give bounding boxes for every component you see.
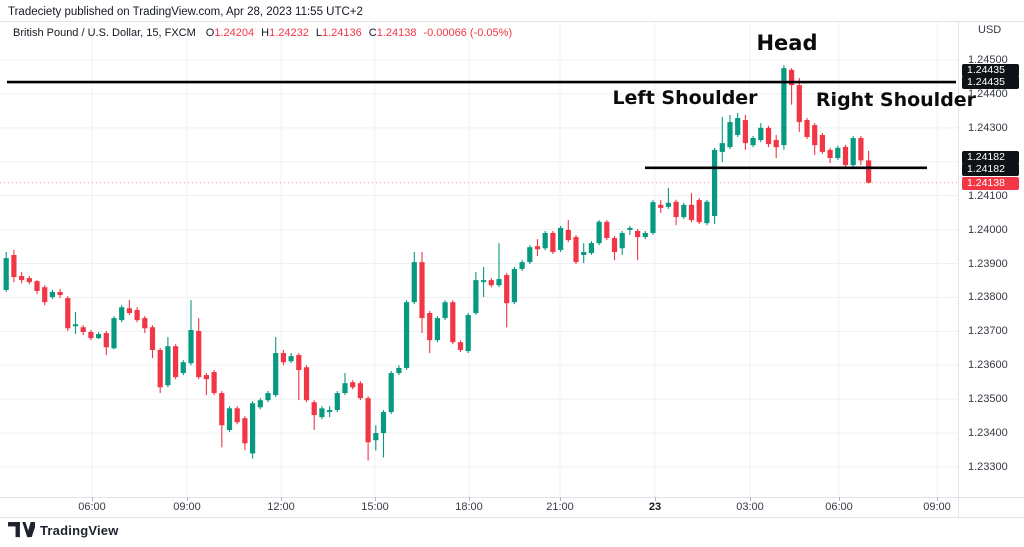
time-tick-mark [655,497,656,501]
time-tick-mark [187,497,188,501]
time-tick-label: 03:00 [736,501,764,513]
tradingview-logo-icon [8,522,35,538]
annotation-left-shoulder: Left Shoulder [612,87,758,109]
time-tick-label: 18:00 [455,501,483,513]
time-tick-mark [560,497,561,501]
price-tick-label: 1.23800 [968,291,1008,304]
price-tick-label: 1.24500 [968,54,1008,66]
time-tick-mark [92,497,93,501]
price-axis-currency: USD [978,24,1002,36]
price-tick-label: 1.24400 [968,87,1008,100]
chart-top-border [0,21,1024,22]
time-tick-label: 15:00 [361,501,389,513]
time-tick-mark [469,497,470,501]
price-change: -0.00066 (-0.05%) [423,27,513,39]
ohlc-open: O1.24204 [205,27,255,39]
time-axis[interactable]: 06:00 09:00 12:00 15:00 18:00 21:00 23 03:00 06:… [0,497,958,518]
time-tick-mark [375,497,376,501]
price-tick-label: 1.23500 [968,393,1008,406]
candlestick-chart-pane[interactable] [0,0,958,497]
price-tick-label: 1.23700 [968,325,1008,338]
tradingview-logo-text: TradingView [40,522,119,538]
ohlc-low: L1.24136 [315,27,362,39]
time-tick-label: 23 [648,501,662,513]
price-tick-label: 1.24000 [968,223,1008,236]
symbol-title[interactable]: British Pound / U.S. Dollar, 15, FXCM [13,27,196,39]
price-tick-label: 1.24100 [968,189,1008,202]
candles-group[interactable] [3,65,872,461]
line-price-badge: 1.24182 [962,162,1019,176]
tradingview-logo[interactable]: TradingView [8,522,119,538]
ohlc-close: C1.24138 [368,27,417,39]
price-tick-label: 1.23900 [968,257,1008,270]
line-price-badge: 1.24182 [962,150,1019,164]
time-tick-label: 21:00 [546,501,574,513]
price-axis-separator [958,21,959,517]
time-tick-mark [750,497,751,501]
publication-header-text: Tradeciety published on TradingView.com,… [8,6,363,18]
time-axis-separator [0,497,1024,498]
time-tick-label: 09:00 [173,501,201,513]
ohlc-high: H1.24232 [261,27,309,39]
line-price-badge: 1.24435 [962,64,1019,77]
time-tick-label: 09:00 [923,501,951,513]
last-price-badge: 1.24138 [962,177,1019,190]
annotation-right-shoulder: Right Shoulder [815,89,977,111]
time-tick-label: 12:00 [267,501,295,513]
time-tick-mark [937,497,938,501]
time-tick-label: 06:00 [78,501,106,513]
time-tick-mark [281,497,282,501]
chart-bottom-border [0,517,1024,518]
time-tick-mark [839,497,840,501]
time-tick-label: 06:00 [825,501,853,513]
price-tick-label: 1.23600 [968,359,1008,372]
price-tick-label: 1.23300 [968,461,1008,473]
grid-lines [0,22,958,497]
price-axis[interactable]: USD 1.24500 1.24400 1.24300 1.24100 1.24000 1… [958,21,1024,517]
line-price-badge: 1.24435 [962,76,1019,89]
publication-header: Tradeciety published on TradingView.com,… [8,6,363,18]
price-tick-label: 1.24300 [968,121,1008,134]
symbol-legend: British Pound / U.S. Dollar, 15, FXCM O1.… [13,27,512,39]
price-tick-label: 1.23400 [968,427,1008,440]
annotation-head: Head [756,31,818,55]
